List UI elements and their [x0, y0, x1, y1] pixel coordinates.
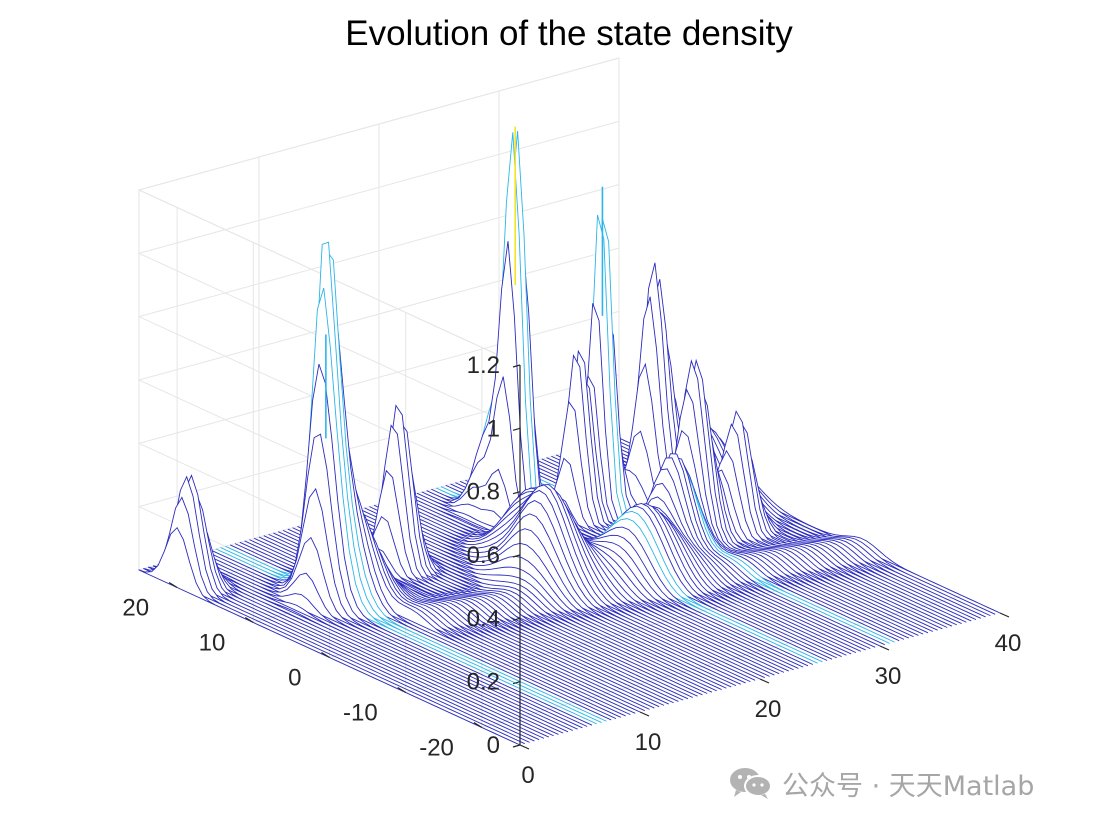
x-tick: [879, 645, 890, 651]
surface-mesh: [138, 131, 1001, 746]
z-tick-label: 1: [487, 415, 500, 442]
z-tick: [512, 617, 521, 621]
x-tick-label: 30: [875, 663, 902, 690]
x-tick-label: 10: [635, 729, 662, 756]
z-tick-label: 0.6: [467, 542, 500, 569]
mesh-line: [215, 287, 597, 725]
z-tick-label: 0.2: [467, 669, 500, 696]
y-tick-label: 10: [199, 630, 226, 657]
z-tick-label: 0.4: [467, 605, 500, 632]
y-tick-label: 0: [288, 665, 301, 692]
z-tick: [512, 554, 521, 558]
mesh-line: [181, 557, 564, 734]
mesh-line: [148, 475, 530, 743]
y-tick: [321, 651, 330, 659]
mesh-line: [206, 433, 588, 727]
z-tick: [512, 744, 521, 748]
x-tick: [519, 744, 530, 750]
y-tick-label: 20: [122, 595, 149, 622]
watermark-text: 公众号 · 天天Matlab: [782, 770, 1035, 802]
z-tick-label: 0.8: [467, 479, 500, 506]
grid-line: [137, 120, 620, 429]
z-tick: [512, 681, 521, 685]
watermark: 公众号 · 天天Matlab: [728, 763, 1034, 803]
mesh-line: [176, 558, 559, 735]
z-tick: [512, 491, 521, 495]
z-tick: [512, 364, 521, 368]
y-tick-label: -10: [343, 700, 378, 727]
x-tick: [759, 678, 770, 684]
mesh-line: [364, 507, 746, 684]
mesh-line: [220, 241, 602, 723]
x-tick: [639, 711, 650, 717]
mesh-line: [186, 556, 569, 733]
mesh-line: [210, 363, 593, 726]
x-tick-label: 40: [995, 630, 1022, 657]
wall-edge: [137, 57, 620, 366]
z-tick: [512, 427, 521, 431]
mesh-line: [172, 560, 554, 737]
z-tick-label: 0: [487, 732, 500, 759]
chart-title: Evolution of the state density: [345, 14, 793, 53]
x-tick-label: 20: [755, 696, 782, 723]
z-tick-label: 1.2: [467, 352, 500, 379]
mesh-line: [201, 487, 583, 729]
y-tick: [397, 686, 407, 694]
mesh-line: [143, 496, 525, 745]
x-tick: [999, 612, 1010, 618]
y-tick: [473, 721, 483, 729]
y-tick: [168, 581, 178, 589]
wechat-icon: [730, 768, 772, 799]
y-tick-label: -20: [419, 735, 454, 762]
y-tick: [244, 616, 254, 624]
x-tick-label: 0: [521, 762, 534, 789]
